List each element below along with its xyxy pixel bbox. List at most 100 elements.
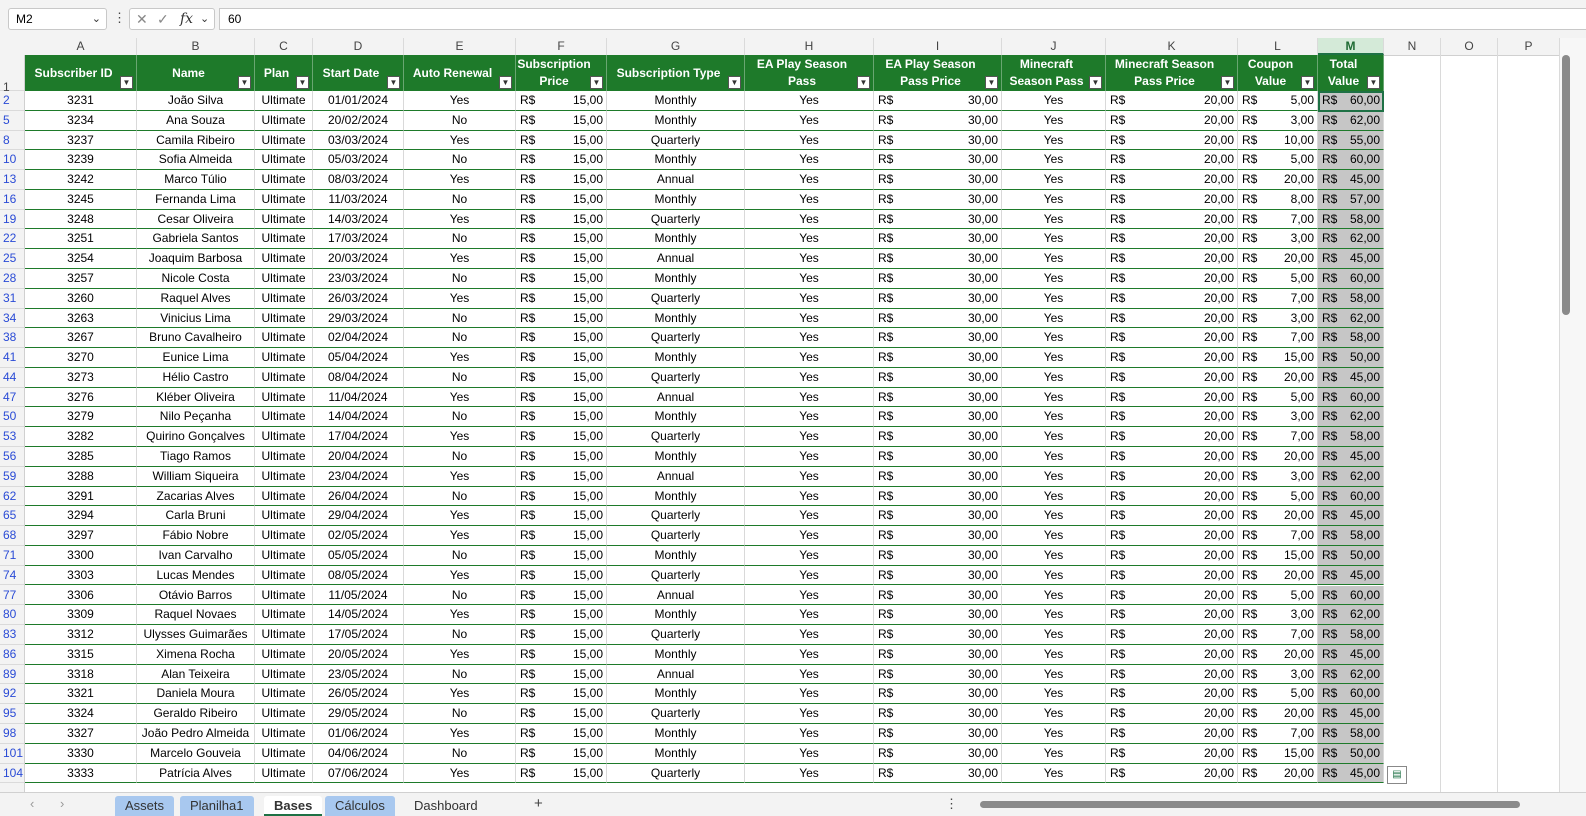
cell-a[interactable]: 3254 — [25, 249, 137, 269]
column-header-a[interactable]: A — [25, 38, 137, 55]
cell-e[interactable]: No — [404, 407, 516, 428]
cell-j[interactable]: Yes — [1002, 743, 1106, 764]
cell-k[interactable]: R$ 20,00 — [1106, 91, 1238, 111]
cell-g[interactable]: Quarterly — [607, 288, 745, 309]
cell-j[interactable]: Yes — [1002, 644, 1106, 665]
cell-j[interactable]: Yes — [1002, 130, 1106, 151]
cell-g[interactable]: Monthly — [607, 269, 745, 289]
cell-j[interactable]: Yes — [1002, 407, 1106, 428]
cell-f[interactable]: R$ 15,00 — [516, 288, 607, 309]
cell-m[interactable]: R$ 62,00 — [1318, 229, 1384, 250]
cell-h[interactable]: Yes — [745, 229, 874, 250]
cell-i[interactable]: R$ 30,00 — [874, 367, 1002, 388]
cell-a[interactable]: 3231 — [25, 91, 137, 111]
cell-h[interactable]: Yes — [745, 170, 874, 190]
cell-d[interactable]: 03/03/2024 — [313, 130, 404, 151]
cell-f[interactable]: R$ 15,00 — [516, 110, 607, 131]
cell-b[interactable]: Kléber Oliveira — [137, 387, 255, 408]
cell-d[interactable]: 26/04/2024 — [313, 486, 404, 507]
cell-b[interactable]: Hélio Castro — [137, 367, 255, 388]
cell-c[interactable]: Ultimate — [255, 743, 313, 764]
prev-sheet-icon[interactable]: ‹ — [30, 796, 35, 811]
cell-d[interactable]: 23/05/2024 — [313, 664, 404, 685]
cell-c[interactable]: Ultimate — [255, 704, 313, 724]
cell-b[interactable]: Ulysses Guimarães — [137, 625, 255, 645]
cell-m[interactable]: R$ 58,00 — [1318, 288, 1384, 309]
column-header-c[interactable]: C — [255, 38, 313, 55]
cell-l[interactable]: R$ 5,00 — [1238, 150, 1318, 171]
cell-g[interactable]: Quarterly — [607, 130, 745, 151]
cell-d[interactable]: 17/05/2024 — [313, 625, 404, 645]
cell-g[interactable]: Monthly — [607, 545, 745, 566]
cell-l[interactable]: R$ 15,00 — [1238, 743, 1318, 764]
cell-k[interactable]: R$ 20,00 — [1106, 704, 1238, 724]
cell-a[interactable]: 3270 — [25, 348, 137, 368]
cell-l[interactable]: R$ 7,00 — [1238, 209, 1318, 230]
worksheet-grid[interactable]: Subscriber ID ▼ Name ▼ Plan ▼ Start Date ▼ Auto … — [25, 55, 1560, 792]
cell-k[interactable]: R$ 20,00 — [1106, 407, 1238, 428]
cell-h[interactable]: Yes — [745, 763, 874, 784]
cell-j[interactable]: Yes — [1002, 684, 1106, 705]
cell-k[interactable]: R$ 20,00 — [1106, 743, 1238, 764]
cell-m[interactable]: R$ 60,00 — [1318, 150, 1384, 171]
cell-m[interactable]: R$ 45,00 — [1318, 565, 1384, 586]
cell-f[interactable]: R$ 15,00 — [516, 526, 607, 546]
cell-j[interactable]: Yes — [1002, 249, 1106, 269]
cell-i[interactable]: R$ 30,00 — [874, 625, 1002, 645]
filter-dropdown-icon[interactable]: ▼ — [1301, 76, 1314, 89]
cell-h[interactable]: Yes — [745, 269, 874, 289]
cell-d[interactable]: 05/04/2024 — [313, 348, 404, 368]
cell-i[interactable]: R$ 30,00 — [874, 486, 1002, 507]
next-sheet-icon[interactable]: › — [60, 796, 65, 811]
cell-i[interactable]: R$ 30,00 — [874, 684, 1002, 705]
cell-l[interactable]: R$ 15,00 — [1238, 545, 1318, 566]
cell-g[interactable]: Monthly — [607, 684, 745, 705]
cell-b[interactable]: Nilo Peçanha — [137, 407, 255, 428]
cell-b[interactable]: William Siqueira — [137, 466, 255, 487]
cell-k[interactable]: R$ 20,00 — [1106, 249, 1238, 269]
cell-m[interactable]: R$ 60,00 — [1318, 387, 1384, 408]
cell-i[interactable]: R$ 30,00 — [874, 189, 1002, 210]
cell-i[interactable]: R$ 30,00 — [874, 209, 1002, 230]
cell-f[interactable]: R$ 15,00 — [516, 625, 607, 645]
cell-c[interactable]: Ultimate — [255, 110, 313, 131]
cell-a[interactable]: 3300 — [25, 545, 137, 566]
cell-k[interactable]: R$ 20,00 — [1106, 684, 1238, 705]
cell-a[interactable]: 3237 — [25, 130, 137, 151]
cell-f[interactable]: R$ 15,00 — [516, 269, 607, 289]
row-header[interactable]: 59 — [0, 467, 24, 487]
cell-e[interactable]: No — [404, 545, 516, 566]
cell-j[interactable]: Yes — [1002, 763, 1106, 784]
cell-j[interactable]: Yes — [1002, 367, 1106, 388]
cell-f[interactable]: R$ 15,00 — [516, 605, 607, 626]
cell-f[interactable]: R$ 15,00 — [516, 407, 607, 428]
cell-d[interactable]: 08/03/2024 — [313, 170, 404, 190]
cell-i[interactable]: R$ 30,00 — [874, 308, 1002, 329]
cell-h[interactable]: Yes — [745, 723, 874, 744]
cell-g[interactable]: Quarterly — [607, 209, 745, 230]
cell-h[interactable]: Yes — [745, 585, 874, 606]
cell-h[interactable]: Yes — [745, 91, 874, 111]
cell-a[interactable]: 3245 — [25, 189, 137, 210]
cell-m[interactable]: R$ 45,00 — [1318, 249, 1384, 269]
cell-i[interactable]: R$ 30,00 — [874, 743, 1002, 764]
cell-f[interactable]: R$ 15,00 — [516, 723, 607, 744]
cell-i[interactable]: R$ 30,00 — [874, 664, 1002, 685]
cell-c[interactable]: Ultimate — [255, 565, 313, 586]
quick-analysis-icon[interactable]: ▤ — [1387, 766, 1407, 784]
cell-i[interactable]: R$ 30,00 — [874, 506, 1002, 527]
cell-l[interactable]: R$ 15,00 — [1238, 348, 1318, 368]
cell-m[interactable]: R$ 57,00 — [1318, 189, 1384, 210]
cell-j[interactable]: Yes — [1002, 506, 1106, 527]
cell-d[interactable]: 29/03/2024 — [313, 308, 404, 329]
horizontal-scrollbar-thumb[interactable] — [980, 801, 1520, 808]
cell-b[interactable]: Raquel Alves — [137, 288, 255, 309]
cell-g[interactable]: Annual — [607, 466, 745, 487]
cell-b[interactable]: Zacarias Alves — [137, 486, 255, 507]
row-header[interactable]: 95 — [0, 704, 24, 724]
cell-g[interactable]: Monthly — [607, 605, 745, 626]
cell-f[interactable]: R$ 15,00 — [516, 743, 607, 764]
cell-c[interactable]: Ultimate — [255, 447, 313, 467]
cell-g[interactable]: Quarterly — [607, 506, 745, 527]
cell-c[interactable]: Ultimate — [255, 170, 313, 190]
